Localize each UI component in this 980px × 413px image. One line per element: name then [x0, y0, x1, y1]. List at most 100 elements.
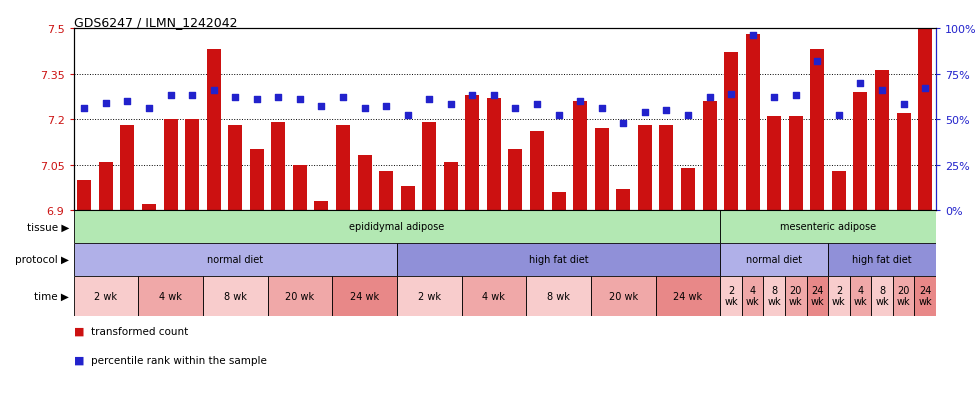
Point — [163, 93, 178, 100]
Text: percentile rank within the sample: percentile rank within the sample — [91, 355, 267, 365]
Point — [206, 88, 221, 94]
Bar — [379, 171, 393, 211]
Text: 20 wk: 20 wk — [609, 291, 638, 301]
Point — [270, 95, 286, 101]
Bar — [509, 150, 522, 211]
Point — [745, 33, 760, 40]
Point — [917, 85, 933, 92]
Bar — [810, 50, 824, 211]
Bar — [422, 123, 436, 211]
Point — [292, 97, 308, 103]
Point — [615, 120, 631, 127]
Bar — [681, 168, 695, 211]
Text: normal diet: normal diet — [207, 255, 264, 265]
Bar — [656, 276, 720, 316]
Text: 20
wk: 20 wk — [789, 285, 803, 307]
Bar — [466, 95, 479, 211]
Point — [874, 88, 890, 94]
Bar — [138, 276, 203, 316]
Bar — [77, 180, 91, 211]
Point — [184, 93, 200, 100]
Bar — [875, 71, 889, 211]
Bar — [893, 276, 914, 316]
Bar — [720, 243, 828, 276]
Bar — [74, 276, 138, 316]
Bar — [207, 50, 220, 211]
Bar — [526, 276, 591, 316]
Point — [357, 106, 372, 112]
Bar — [918, 29, 932, 211]
Bar — [832, 171, 846, 211]
Point — [141, 106, 157, 112]
Bar — [444, 162, 458, 211]
Text: ■: ■ — [74, 326, 84, 336]
Point — [465, 93, 480, 100]
Text: 20
wk: 20 wk — [897, 285, 910, 307]
Bar — [871, 276, 893, 316]
Bar — [397, 243, 720, 276]
Point — [551, 113, 566, 119]
Bar — [228, 126, 242, 211]
Text: transformed count: transformed count — [91, 326, 188, 336]
Text: 2 wk: 2 wk — [94, 291, 118, 301]
Bar — [315, 202, 328, 211]
Text: 2
wk: 2 wk — [724, 285, 738, 307]
Text: mesenteric adipose: mesenteric adipose — [780, 222, 876, 232]
Point — [788, 93, 804, 100]
Point — [680, 113, 696, 119]
Bar — [854, 93, 867, 211]
Text: 8 wk: 8 wk — [547, 291, 570, 301]
Bar — [142, 204, 156, 211]
Bar — [332, 276, 397, 316]
Point — [400, 113, 416, 119]
Point — [335, 95, 351, 101]
Bar — [185, 120, 199, 211]
Text: tissue ▶: tissue ▶ — [26, 222, 70, 232]
Bar — [99, 162, 113, 211]
Point — [249, 97, 265, 103]
Text: 20 wk: 20 wk — [285, 291, 315, 301]
Bar — [552, 192, 565, 211]
Bar — [807, 276, 828, 316]
Bar — [401, 186, 415, 211]
Bar — [720, 276, 742, 316]
Point — [853, 80, 868, 87]
Point — [120, 98, 135, 105]
Point — [421, 97, 437, 103]
Bar — [250, 150, 264, 211]
Bar — [897, 114, 910, 211]
Bar — [530, 132, 544, 211]
Text: 2
wk: 2 wk — [832, 285, 846, 307]
Bar — [789, 117, 803, 211]
Text: normal diet: normal diet — [746, 255, 803, 265]
Bar — [914, 276, 936, 316]
Bar — [487, 99, 501, 211]
Text: 8 wk: 8 wk — [223, 291, 247, 301]
Point — [702, 95, 717, 101]
Bar — [573, 102, 587, 211]
Bar — [164, 120, 177, 211]
Text: 24 wk: 24 wk — [350, 291, 379, 301]
Text: 24
wk: 24 wk — [918, 285, 932, 307]
Point — [529, 102, 545, 109]
Bar — [595, 129, 609, 211]
Bar — [358, 156, 371, 211]
Text: 8
wk: 8 wk — [767, 285, 781, 307]
Text: protocol ▶: protocol ▶ — [15, 255, 70, 265]
Point — [443, 102, 459, 109]
Bar — [74, 211, 720, 243]
Bar — [397, 276, 462, 316]
Point — [572, 98, 588, 105]
Bar — [203, 276, 268, 316]
Bar — [268, 276, 332, 316]
Text: high fat diet: high fat diet — [529, 255, 588, 265]
Point — [896, 102, 911, 109]
Bar — [638, 126, 652, 211]
Text: 4 wk: 4 wk — [482, 291, 506, 301]
Bar — [462, 276, 526, 316]
Point — [314, 104, 329, 110]
Text: 4 wk: 4 wk — [159, 291, 182, 301]
Point — [594, 106, 610, 112]
Bar — [746, 35, 760, 211]
Point — [227, 95, 243, 101]
